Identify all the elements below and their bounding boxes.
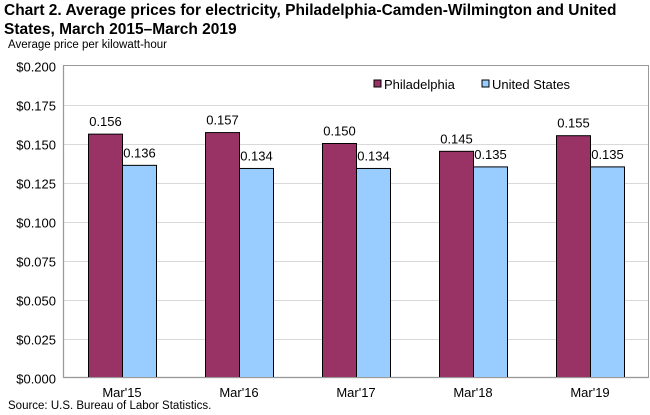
bar-philadelphia xyxy=(88,133,123,378)
bar-philadelphia xyxy=(322,143,357,378)
legend-label: United States xyxy=(492,77,571,92)
x-tick-label: Mar'19 xyxy=(570,385,609,400)
data-label: 0.157 xyxy=(206,113,239,128)
chart-title: Chart 2. Average prices for electricity,… xyxy=(4,2,617,38)
bar-philadelphia xyxy=(205,132,240,378)
bar-united-states xyxy=(239,167,274,378)
data-label: 0.155 xyxy=(557,116,590,131)
y-axis-label: Average price per kilowatt-hour xyxy=(8,39,167,51)
bar-philadelphia xyxy=(439,150,474,378)
bar-united-states xyxy=(590,166,625,378)
bars xyxy=(88,132,625,378)
y-tick-label: $0.200 xyxy=(16,60,56,75)
bar-united-states xyxy=(122,164,157,378)
legend: Philadelphia United States xyxy=(373,77,571,92)
y-tick-label: $0.000 xyxy=(16,372,56,387)
legend-swatch-philadelphia xyxy=(373,79,382,88)
y-tick-label: $0.175 xyxy=(16,99,56,114)
data-label: 0.145 xyxy=(440,131,473,146)
bar-united-states xyxy=(356,167,391,378)
y-tick-label: $0.150 xyxy=(16,138,56,153)
data-label: 0.136 xyxy=(123,145,156,160)
x-tick-label: Mar'18 xyxy=(453,385,492,400)
y-tick-label: $0.075 xyxy=(16,255,56,270)
bar-united-states xyxy=(473,166,508,378)
data-label: 0.135 xyxy=(474,147,507,162)
x-axis-ticks: Mar'15 Mar'16 Mar'17 Mar'18 Mar'19 xyxy=(102,385,609,400)
data-label: 0.156 xyxy=(89,114,122,129)
y-tick-label: $0.050 xyxy=(16,294,56,309)
y-tick-label: $0.025 xyxy=(16,333,56,348)
data-label: 0.150 xyxy=(323,124,356,139)
source-note: Source: U.S. Bureau of Labor Statistics. xyxy=(8,400,212,412)
x-tick-label: Mar'15 xyxy=(102,385,141,400)
y-tick-label: $0.100 xyxy=(16,216,56,231)
x-tick-label: Mar'16 xyxy=(219,385,258,400)
data-labels: 0.1560.1360.1570.1340.1500.1340.1450.135… xyxy=(89,113,624,164)
plot-frame xyxy=(63,65,649,378)
y-tick-label: $0.125 xyxy=(16,177,56,192)
legend-label: Philadelphia xyxy=(384,77,456,92)
y-axis-ticks: $0.000 $0.025 $0.050 $0.075 $0.100 $0.125 $0.1… xyxy=(16,60,56,387)
bar-philadelphia xyxy=(556,135,591,378)
data-label: 0.134 xyxy=(357,148,390,163)
legend-swatch-united-states xyxy=(481,79,490,88)
x-tick-label: Mar'17 xyxy=(336,385,375,400)
data-label: 0.134 xyxy=(240,148,273,163)
data-label: 0.135 xyxy=(591,147,624,162)
